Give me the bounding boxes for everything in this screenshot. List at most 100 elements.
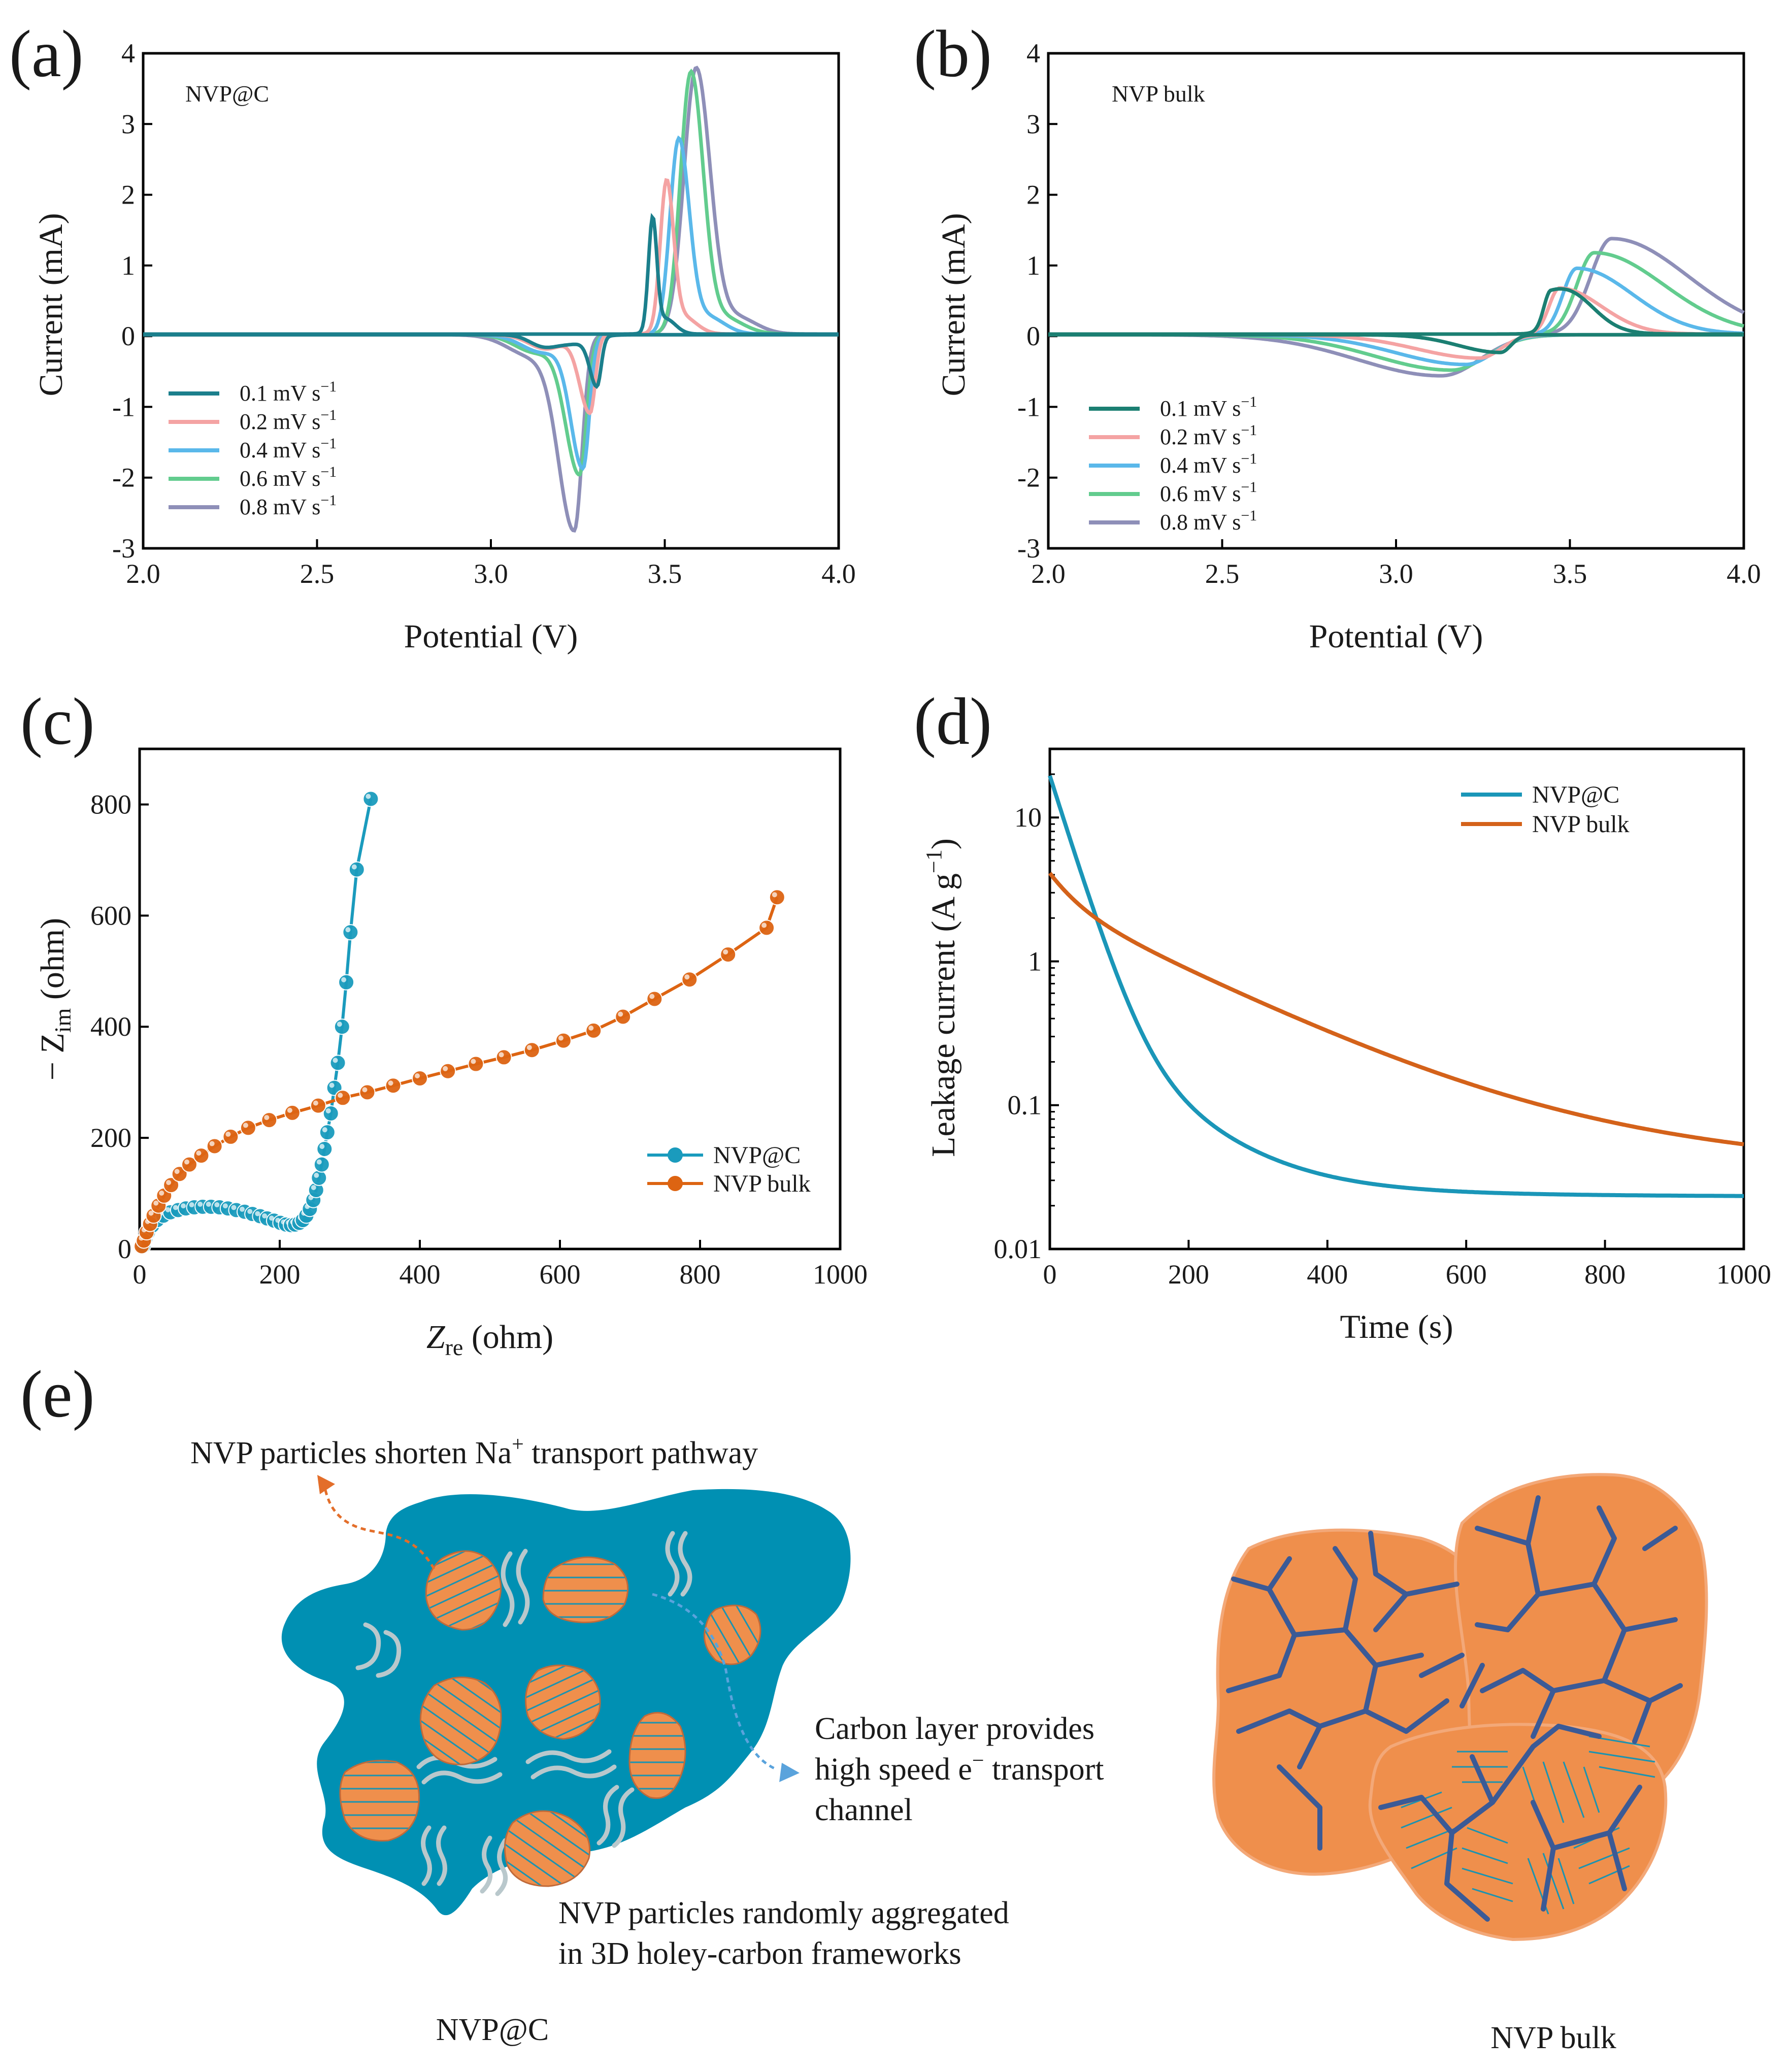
eis-point-bulk bbox=[585, 1022, 602, 1039]
eis-point-highlight bbox=[351, 864, 357, 870]
eis-point-nvpc bbox=[338, 974, 355, 991]
x-tick-label-a: 3.0 bbox=[474, 558, 508, 589]
eis-point-highlight bbox=[362, 1087, 368, 1093]
callout-right-line1: Carbon layer provides bbox=[815, 1712, 1094, 1746]
legend-label-b: 0.8 mV s−1 bbox=[1160, 507, 1257, 535]
eis-point-nvpc bbox=[329, 1055, 346, 1071]
eis-point-bulk bbox=[615, 1008, 632, 1025]
eis-point-bulk bbox=[359, 1084, 376, 1101]
x-tick-label-a: 2.0 bbox=[126, 558, 160, 589]
callout-top: NVP particles shorten Na+ transport path… bbox=[190, 1433, 758, 1470]
annotation-b: NVP bulk bbox=[1112, 81, 1205, 107]
y-tick-label-c: 200 bbox=[90, 1123, 131, 1153]
eis-point-highlight bbox=[311, 1185, 316, 1190]
eis-point-highlight bbox=[243, 1123, 248, 1128]
legend-marker-c bbox=[668, 1176, 683, 1191]
orange-dashed-arrow bbox=[323, 1487, 436, 1570]
eis-point-bulk bbox=[758, 919, 775, 936]
x-axis-title-c: Zre (ohm) bbox=[426, 1319, 553, 1360]
eis-point-bulk bbox=[769, 889, 785, 906]
eis-point-highlight bbox=[314, 1172, 319, 1178]
eis-point-nvpc bbox=[319, 1124, 336, 1141]
legend-label-text-a: 0.2 mV s bbox=[240, 409, 320, 434]
x-tick-label-a: 3.5 bbox=[648, 558, 682, 589]
callout-bottom-line2: in 3D holey-carbon frameworks bbox=[558, 1936, 961, 1971]
legend-label-sup-a: −1 bbox=[320, 492, 337, 509]
eis-point-highlight bbox=[345, 927, 351, 933]
y-axis-title-d: Leakage current (A g−1) bbox=[921, 838, 962, 1157]
eis-point-highlight bbox=[189, 1202, 194, 1207]
y-tick-label-b: 1 bbox=[1026, 250, 1040, 281]
callout-right-line3: channel bbox=[815, 1793, 913, 1827]
x-tick-label-b: 3.0 bbox=[1379, 558, 1413, 589]
eis-point-highlight bbox=[165, 1207, 171, 1212]
eis-point-highlight bbox=[588, 1025, 594, 1031]
y-tick-label-a: 3 bbox=[121, 109, 135, 139]
eis-point-highlight bbox=[313, 1100, 318, 1106]
cv-anodic-b-0.6 bbox=[1048, 251, 1744, 336]
panel-label-c: (c) bbox=[20, 684, 95, 759]
eis-point-highlight bbox=[231, 1205, 237, 1210]
cv-anodic-b-0.2 bbox=[1048, 286, 1744, 336]
eis-point-bulk bbox=[555, 1032, 572, 1049]
eis-point-bulk bbox=[206, 1138, 223, 1155]
blue-dashed-arrow bbox=[652, 1593, 777, 1771]
legend-label-b: 0.2 mV s−1 bbox=[1160, 422, 1257, 449]
y-tick-label-d: 0.01 bbox=[994, 1234, 1042, 1264]
legend-label-text-a: 0.1 mV s bbox=[240, 381, 320, 406]
panel-c: (c) 0 200 400 600 800 1000 0 200 400 600 800 NVP@C… bbox=[20, 684, 868, 1360]
eis-point-nvpc bbox=[348, 861, 365, 878]
panel-a: (a) NVP@C 2.0 2.5 3.0 3.5 4.0 -3 -2 -1 0 1 2 3 4 0.1… bbox=[9, 16, 856, 655]
legend-label-text-a: 0.4 mV s bbox=[240, 438, 320, 463]
eis-point-nvpc bbox=[342, 924, 359, 941]
eis-point-nvpc bbox=[311, 1169, 327, 1186]
cv-anodic-a-0.1 bbox=[143, 213, 839, 336]
legend-label-a: 0.4 mV s−1 bbox=[240, 435, 337, 463]
eis-point-highlight bbox=[197, 1201, 203, 1207]
y-tick-label-a: -1 bbox=[112, 391, 135, 422]
eis-point-bulk bbox=[222, 1128, 239, 1145]
eis-point-bulk bbox=[720, 946, 737, 963]
cv-anodic-a-0.8 bbox=[143, 65, 839, 336]
eis-point-highlight bbox=[247, 1209, 253, 1214]
eis-point-highlight bbox=[618, 1011, 623, 1017]
cv-cathodic-b-0.4 bbox=[1048, 333, 1744, 367]
eis-point-nvpc bbox=[313, 1156, 330, 1173]
eis-point-highlight bbox=[471, 1059, 476, 1064]
legend-label-text-b: 0.2 mV s bbox=[1160, 424, 1241, 449]
leakage-curve-bulk bbox=[1048, 872, 1744, 1146]
callout-bottom-line1: NVP particles randomly aggregated bbox=[558, 1896, 1009, 1930]
legend-label-text-b: 0.4 mV s bbox=[1160, 453, 1241, 478]
legend-label-sup-b: −1 bbox=[1241, 393, 1257, 410]
x-tick-label-c: 0 bbox=[133, 1259, 147, 1290]
panel-b: (b) NVP bulk 2.0 2.5 3.0 3.5 4.0-3-2-101234 … bbox=[914, 16, 1761, 655]
x-tick-label-b: 2.0 bbox=[1031, 558, 1066, 589]
eis-point-highlight bbox=[325, 1108, 331, 1113]
eis-point-highlight bbox=[443, 1066, 448, 1071]
legend-label-text-a: 0.6 mV s bbox=[240, 466, 320, 491]
x-tick-label-d: 200 bbox=[1168, 1259, 1209, 1290]
legend-label-b: 0.6 mV s−1 bbox=[1160, 479, 1257, 506]
y-axis-title-c-subscript: im bbox=[50, 1008, 76, 1033]
x-tick-label-d: 0 bbox=[1043, 1259, 1057, 1290]
eis-point-highlight bbox=[153, 1200, 159, 1206]
x-tick-label-c: 200 bbox=[259, 1259, 301, 1290]
x-axis-title-b: Potential (V) bbox=[1309, 618, 1483, 655]
eis-point-highlight bbox=[649, 994, 655, 999]
eis-point-highlight bbox=[240, 1206, 245, 1212]
x-tick-label-a: 4.0 bbox=[821, 558, 856, 589]
y-tick-label-b: -1 bbox=[1017, 391, 1040, 422]
x-tick-label-d: 800 bbox=[1584, 1259, 1625, 1290]
eis-point-highlight bbox=[225, 1131, 231, 1137]
panel-label-d: (d) bbox=[914, 684, 992, 759]
y-tick-label-b: 0 bbox=[1026, 321, 1040, 351]
x-axis-title-c-unit: (ohm) bbox=[463, 1319, 553, 1356]
y-tick-label-c: 600 bbox=[90, 900, 131, 931]
x-axis-title-a: Potential (V) bbox=[404, 618, 578, 655]
eis-point-highlight bbox=[329, 1082, 335, 1088]
x-axis-title-c-subscript: re bbox=[445, 1334, 463, 1360]
legend-label-text-b: 0.6 mV s bbox=[1160, 481, 1241, 506]
bulk-cracks bbox=[1226, 1495, 1683, 1922]
caption-nvpc: NVP@C bbox=[436, 2013, 549, 2047]
x-tick-label-d: 600 bbox=[1446, 1259, 1487, 1290]
